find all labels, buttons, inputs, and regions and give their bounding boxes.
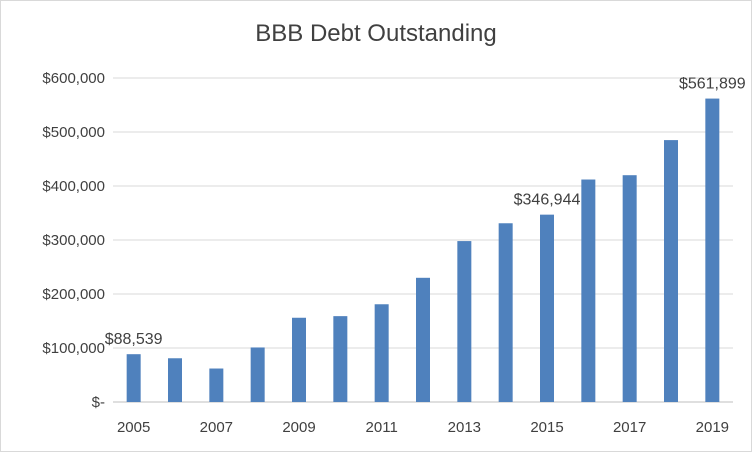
bar xyxy=(126,354,141,402)
y-tick-label: $400,000 xyxy=(42,178,105,195)
data-label: $346,944 xyxy=(514,192,581,209)
bar xyxy=(168,358,182,402)
x-tick-label: 2013 xyxy=(448,419,481,436)
y-tick-label: $- xyxy=(92,394,105,411)
bar xyxy=(250,347,265,402)
bar xyxy=(457,241,472,402)
bar xyxy=(622,175,637,402)
data-label: $88,539 xyxy=(105,331,163,348)
x-axis-ticks: 2005 2007 2009 2011 2013 2015 2017 2019 xyxy=(117,419,729,436)
bar xyxy=(540,214,554,402)
y-tick-label: $600,000 xyxy=(42,70,105,87)
x-tick-label: 2007 xyxy=(200,419,233,436)
x-tick-label: 2011 xyxy=(366,419,398,436)
x-tick-label: 2005 xyxy=(117,419,150,436)
data-label: $561,899 xyxy=(679,76,746,93)
y-tick-label: $300,000 xyxy=(42,232,105,249)
bar xyxy=(498,223,513,402)
bar xyxy=(581,179,596,402)
x-tick-label: 2015 xyxy=(530,419,563,436)
x-tick-label: 2017 xyxy=(613,419,646,436)
y-tick-label: $100,000 xyxy=(42,340,105,357)
x-tick-label: 2009 xyxy=(282,419,315,436)
y-tick-label: $200,000 xyxy=(42,286,105,303)
y-axis-ticks: $- $100,000 $200,000 $300,000 $400,000 $500,0… xyxy=(42,70,105,411)
bar xyxy=(209,368,224,402)
data-labels: $88,539 $346,944 $561,899 xyxy=(105,76,746,349)
bar xyxy=(705,98,720,403)
bar xyxy=(374,304,389,402)
bar xyxy=(292,317,306,402)
bar xyxy=(664,140,678,402)
bar xyxy=(416,277,430,402)
chart-title: BBB Debt Outstanding xyxy=(255,20,497,47)
y-tick-label: $500,000 xyxy=(42,124,105,141)
x-tick-label: 2019 xyxy=(696,419,729,436)
bar xyxy=(333,316,348,402)
bar-series xyxy=(126,98,720,403)
